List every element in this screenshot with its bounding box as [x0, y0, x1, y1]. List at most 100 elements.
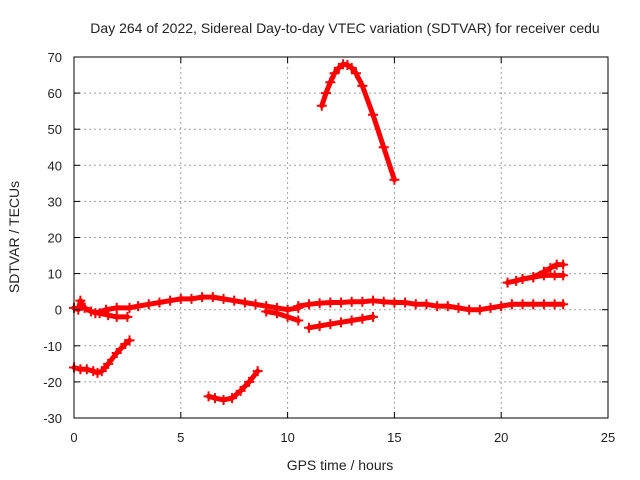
- series-arc-6: [69, 335, 135, 378]
- data-point: [432, 301, 443, 312]
- data-point: [378, 142, 389, 153]
- data-point: [389, 297, 400, 308]
- data-point: [203, 391, 214, 402]
- data-point: [250, 299, 261, 310]
- data-point: [81, 364, 92, 375]
- chart-title: Day 264 of 2022, Sidereal Day-to-day VTE…: [90, 20, 599, 36]
- data-point: [368, 311, 379, 322]
- data-point: [545, 263, 556, 274]
- x-tick-label: 0: [70, 430, 77, 445]
- y-tick-label: 50: [48, 122, 62, 137]
- data-point: [207, 292, 218, 303]
- data-point: [321, 88, 332, 99]
- data-point: [496, 301, 507, 312]
- data-point: [357, 80, 368, 91]
- data-point: [325, 77, 336, 88]
- data-point: [111, 348, 122, 359]
- y-tick-label: 10: [48, 267, 62, 282]
- grid-lines: [74, 57, 608, 418]
- data-point: [303, 299, 314, 310]
- data-point: [316, 100, 327, 111]
- y-tick-label: -20: [43, 375, 62, 390]
- data-point: [218, 394, 229, 405]
- data-point: [90, 308, 101, 319]
- data-point: [165, 295, 176, 306]
- y-axis-label: SDTVAR / TECUs: [6, 181, 22, 293]
- series-arc-2: [90, 292, 304, 319]
- series-arc-8: [316, 59, 400, 185]
- data-point: [244, 376, 255, 387]
- data-point: [442, 301, 453, 312]
- data-point: [303, 322, 314, 333]
- series-arc-4: [293, 295, 569, 315]
- series-line: [263, 309, 301, 323]
- data-point: [485, 302, 496, 313]
- data-point: [325, 297, 336, 308]
- data-point: [293, 301, 304, 312]
- data-point: [111, 311, 122, 322]
- y-tick-label: 70: [48, 50, 62, 65]
- y-tick-label: 20: [48, 231, 62, 246]
- data-point: [389, 174, 400, 185]
- data-point: [528, 272, 539, 283]
- data-point: [209, 393, 220, 404]
- data-point: [517, 274, 528, 285]
- data-point: [346, 296, 357, 307]
- data-point: [511, 275, 522, 286]
- series-arc-7: [203, 366, 263, 405]
- data-point: [506, 299, 517, 310]
- data-point: [325, 319, 336, 330]
- data-point: [453, 302, 464, 313]
- data-point: [528, 299, 539, 310]
- data-point: [282, 311, 293, 322]
- data-point: [350, 68, 361, 79]
- data-point: [558, 259, 569, 270]
- data-point: [227, 393, 238, 404]
- data-point: [474, 304, 485, 315]
- data-point: [400, 297, 411, 308]
- data-point: [357, 296, 368, 307]
- y-tick-label: 60: [48, 86, 62, 101]
- data-point: [103, 358, 114, 369]
- x-tick-label: 10: [280, 430, 294, 445]
- series-arc-5: [303, 311, 379, 333]
- data-point: [549, 299, 560, 310]
- data-point: [271, 308, 282, 319]
- data-point: [239, 297, 250, 308]
- data-point: [329, 68, 340, 79]
- data-point: [186, 293, 197, 304]
- series-arc-10: [517, 270, 569, 285]
- data-point: [143, 299, 154, 310]
- y-tick-label: -10: [43, 339, 62, 354]
- data-point: [124, 302, 135, 313]
- data-layer: [69, 59, 569, 405]
- data-point: [79, 302, 90, 313]
- data-point: [346, 315, 357, 326]
- data-point: [314, 298, 325, 309]
- y-tick-label: 0: [55, 303, 62, 318]
- data-point: [252, 366, 263, 377]
- y-tick-label: -30: [43, 411, 62, 426]
- data-point: [357, 313, 368, 324]
- data-point: [549, 270, 560, 281]
- x-axis-label: GPS time / hours: [287, 457, 394, 473]
- data-point: [197, 292, 208, 303]
- x-tick-label: 5: [177, 430, 184, 445]
- data-point: [368, 109, 379, 120]
- series-arc-3: [261, 306, 304, 326]
- data-point: [314, 320, 325, 331]
- data-point: [101, 304, 112, 315]
- data-point: [218, 293, 229, 304]
- data-point: [96, 366, 107, 377]
- data-point: [111, 302, 122, 313]
- y-tick-label: 40: [48, 158, 62, 173]
- data-point: [410, 299, 421, 310]
- data-point: [502, 277, 513, 288]
- tick-layer: 0 5 10 15 20 25 -30 -20 -10 0 10 20 30 40 50 60 70: [43, 50, 615, 445]
- x-tick-label: 20: [494, 430, 508, 445]
- data-point: [336, 317, 346, 328]
- data-point: [368, 295, 379, 306]
- data-point: [175, 293, 186, 304]
- data-point: [75, 295, 86, 306]
